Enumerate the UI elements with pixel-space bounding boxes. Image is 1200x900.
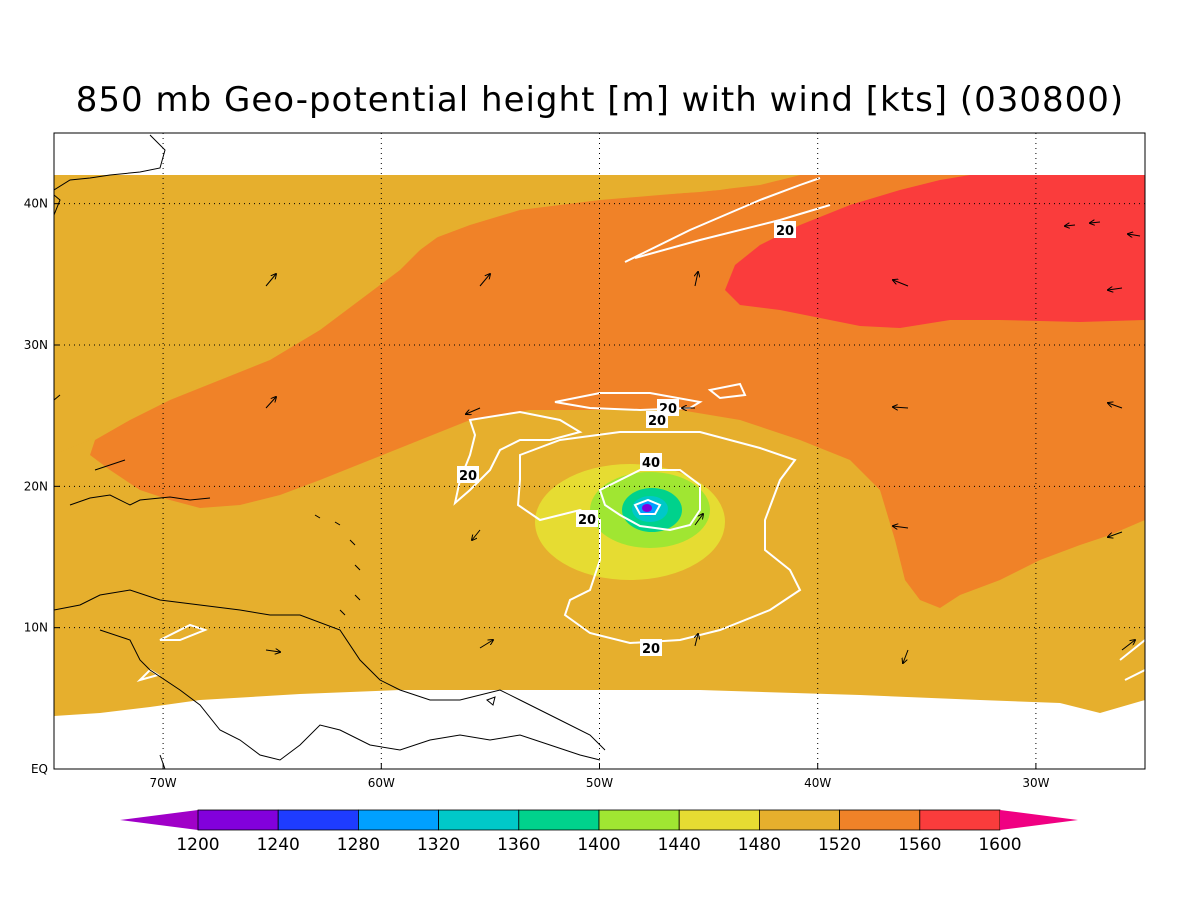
colorbar-box — [438, 809, 520, 831]
isotach-label: 20 — [578, 513, 596, 528]
colorbar-box — [598, 809, 680, 831]
colorbar-level-label: 1360 — [497, 835, 540, 855]
colorbar-box — [839, 809, 921, 831]
graticule — [54, 133, 1145, 769]
colorbar-level-label: 1520 — [818, 835, 861, 855]
colorbar-level-label: 1240 — [257, 835, 300, 855]
lat-tick-label: 30N — [24, 338, 48, 352]
colorbar-level-label: 1480 — [738, 835, 781, 855]
lon-tick-label: 50W — [586, 776, 613, 790]
lon-tick-label: 30W — [1022, 776, 1049, 790]
height-fill-1280 — [642, 504, 652, 512]
colorbar-box — [759, 809, 841, 831]
map-plot-area: 20 20 20 20 40 20 20 — [54, 133, 1145, 769]
colorbar-level-label: 1400 — [577, 835, 620, 855]
wind-arrows — [265, 222, 1141, 663]
height-fill-1600 — [725, 175, 1145, 328]
lat-tick-label: 10N — [24, 621, 48, 635]
lat-tick-label: 40N — [24, 197, 48, 211]
colorbar-level-label: 1560 — [898, 835, 941, 855]
lon-tick-label: 70W — [150, 776, 177, 790]
colorbar-box — [197, 809, 279, 831]
coastlines — [54, 134, 606, 769]
colorbar: 1200 1240 1280 1320 1360 1400 1440 1480 1520 1560… — [120, 809, 1078, 855]
colorbar-box — [678, 809, 760, 831]
isotach-label: 40 — [642, 456, 660, 471]
colorbar-level-label: 1440 — [658, 835, 701, 855]
colorbar-max-arrow — [1000, 810, 1078, 830]
height-fill-1520-north — [54, 175, 800, 455]
isotach-label: 20 — [776, 224, 794, 239]
colorbar-level-label: 1600 — [978, 835, 1021, 855]
isotach-label: 20 — [648, 414, 666, 429]
colorbar-box — [277, 809, 359, 831]
colorbar-min-arrow — [120, 810, 198, 830]
colorbar-level-label: 1320 — [417, 835, 460, 855]
isotach-label: 20 — [459, 469, 477, 484]
lat-tick-label: EQ — [31, 762, 48, 776]
chart-title: 850 mb Geo-potential height [m] with win… — [75, 80, 1125, 120]
map-axes: 70W 60W 50W 40W 30W EQ 10N 20N 30N 40N — [24, 197, 1050, 790]
isotach-labels: 20 20 20 20 40 20 20 — [457, 221, 796, 657]
lat-tick-label: 20N — [24, 479, 48, 493]
colorbar-box — [518, 809, 600, 831]
lon-tick-label: 60W — [368, 776, 395, 790]
colorbar-level-label: 1200 — [176, 835, 219, 855]
lon-tick-label: 40W — [804, 776, 831, 790]
colorbar-level-label: 1280 — [337, 835, 380, 855]
colorbar-box — [357, 809, 439, 831]
colorbar-box — [919, 809, 1001, 831]
isotach-label: 20 — [642, 642, 660, 657]
